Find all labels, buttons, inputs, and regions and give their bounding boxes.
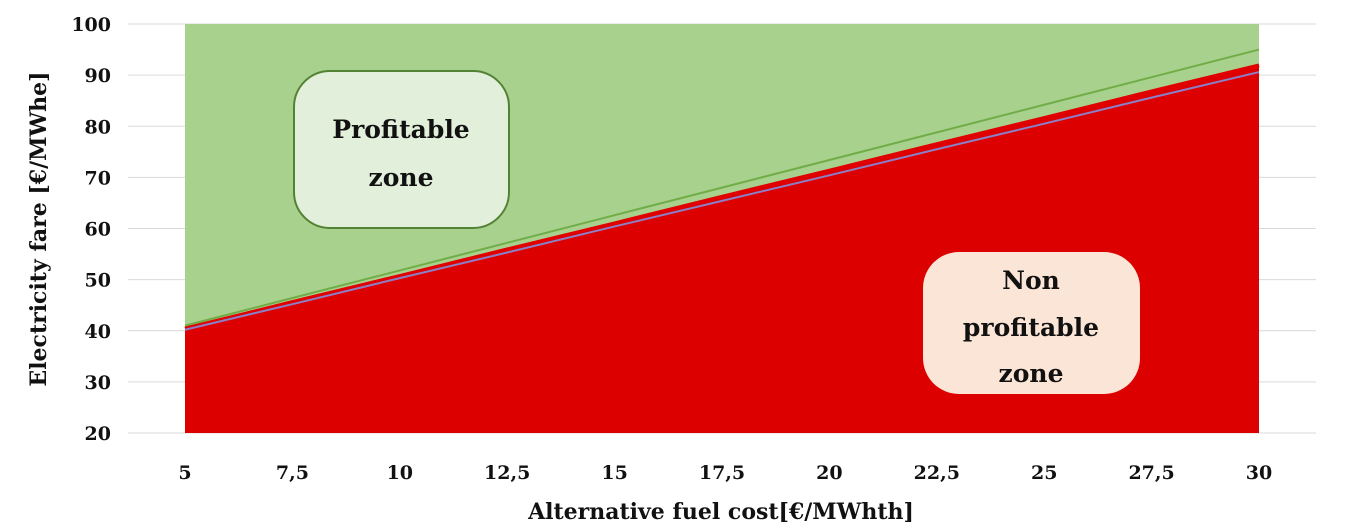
- x-tick-3: 12,5: [484, 462, 530, 484]
- non-profitable-zone-line-2: profitable: [963, 313, 1099, 342]
- x-tick-0: 5: [178, 462, 191, 484]
- x-tick-10: 30: [1246, 462, 1272, 484]
- non-profitable-zone-box: [923, 252, 1140, 394]
- non-profitable-zone-annotation: Non profitable zone: [923, 252, 1140, 394]
- boundary-purple-line: [184, 71, 1260, 331]
- y-tick-60: 60: [85, 219, 111, 241]
- x-tick-6: 20: [816, 462, 842, 484]
- y-axis-title: Electricity fare [€/MWhe]: [26, 71, 52, 386]
- profitable-zone-box: [293, 70, 510, 229]
- non-profitable-zone-line-3: zone: [999, 359, 1064, 388]
- x-tick-2: 10: [387, 462, 413, 484]
- x-tick-1: 7,5: [276, 462, 309, 484]
- boundary-red-line: [184, 63, 1260, 331]
- y-tick-30: 30: [85, 372, 111, 394]
- y-tick-100: 100: [71, 14, 111, 36]
- y-tick-20: 20: [85, 423, 111, 445]
- y-tick-80: 80: [85, 116, 111, 138]
- profitable-zone-line-1: Profitable: [332, 115, 469, 144]
- y-tick-40: 40: [85, 321, 111, 343]
- x-tick-labels: 5 7,5 10 12,5 15 17,5 20 22,5 25 27,5 30: [178, 462, 1272, 484]
- x-tick-5: 17,5: [699, 462, 745, 484]
- y-tick-labels: 20 30 40 50 60 70 80 90 100: [71, 14, 111, 445]
- y-tick-90: 90: [85, 65, 111, 87]
- profitable-zone-line-2: zone: [369, 163, 434, 192]
- y-tick-50: 50: [85, 270, 111, 292]
- y-tick-70: 70: [85, 167, 111, 189]
- non-profitable-zone-line-1: Non: [1002, 266, 1060, 295]
- boundary-lines: [184, 48, 1260, 331]
- x-tick-9: 27,5: [1128, 462, 1174, 484]
- x-axis-title: Alternative fuel cost[€/MWhth]: [527, 499, 914, 525]
- x-tick-7: 22,5: [914, 462, 960, 484]
- profitable-zone-annotation: Profitable zone: [293, 70, 510, 229]
- x-tick-8: 25: [1031, 462, 1057, 484]
- x-tick-4: 15: [601, 462, 627, 484]
- boundary-green-line: [184, 48, 1260, 327]
